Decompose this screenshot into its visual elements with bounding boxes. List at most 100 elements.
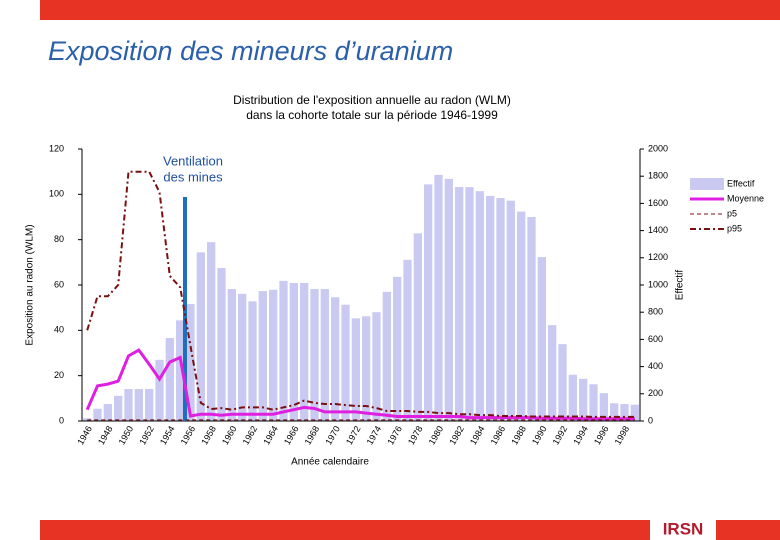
bar bbox=[310, 289, 319, 421]
x-tick-label: 1988 bbox=[509, 424, 528, 446]
y-tick-label: 80 bbox=[54, 234, 64, 244]
bar bbox=[114, 395, 123, 421]
x-tick-label: 1950 bbox=[117, 424, 136, 446]
bar bbox=[579, 378, 588, 421]
bar bbox=[506, 200, 515, 421]
bar bbox=[207, 242, 216, 421]
bar bbox=[403, 259, 412, 421]
bar bbox=[630, 404, 639, 421]
bar bbox=[548, 325, 557, 421]
slide-title: Exposition des mineurs d’uranium bbox=[48, 36, 453, 66]
bar bbox=[496, 197, 505, 421]
y2-tick-label: 600 bbox=[648, 334, 663, 344]
top-band bbox=[40, 0, 780, 20]
x-tick-label: 1962 bbox=[241, 424, 260, 446]
y-tick-label: 60 bbox=[54, 279, 64, 289]
bar bbox=[248, 301, 257, 421]
bar bbox=[93, 408, 102, 421]
bar bbox=[227, 289, 236, 421]
bar bbox=[196, 252, 205, 421]
logo-box bbox=[650, 516, 716, 540]
bar bbox=[83, 418, 92, 421]
x-tick-label: 1986 bbox=[489, 424, 508, 446]
bar bbox=[289, 282, 298, 421]
chart-title: Distribution de l'exposition annuelle au… bbox=[233, 93, 511, 107]
bar bbox=[517, 211, 526, 421]
bar bbox=[620, 404, 629, 421]
x-tick-label: 1976 bbox=[385, 424, 404, 446]
bar bbox=[424, 184, 433, 421]
bar bbox=[145, 389, 154, 421]
x-tick-label: 1978 bbox=[406, 424, 425, 446]
line-series bbox=[85, 348, 635, 421]
x-axis-label: Année calendaire bbox=[291, 457, 369, 468]
y2-tick-label: 1200 bbox=[648, 252, 668, 262]
x-tick-label: 1974 bbox=[365, 424, 384, 446]
bar bbox=[300, 282, 309, 421]
x-tick-label: 1984 bbox=[468, 424, 487, 446]
bar bbox=[599, 393, 608, 421]
x-tick-label: 1954 bbox=[158, 424, 177, 446]
bar bbox=[589, 384, 598, 421]
bar bbox=[279, 280, 288, 421]
bar bbox=[537, 257, 546, 421]
bar bbox=[568, 374, 577, 421]
x-tick-label: 1956 bbox=[179, 424, 198, 446]
bar bbox=[610, 403, 619, 421]
bar bbox=[434, 174, 443, 421]
y-tick-label: 20 bbox=[54, 370, 64, 380]
bar bbox=[351, 318, 360, 421]
x-tick-label: 1990 bbox=[530, 424, 549, 446]
bar bbox=[320, 289, 329, 421]
y2-tick-label: 1800 bbox=[648, 171, 668, 181]
y2-tick-label: 400 bbox=[648, 361, 663, 371]
x-tick-label: 1958 bbox=[199, 424, 218, 446]
x-tick-label: 1994 bbox=[571, 424, 590, 446]
x-tick-label: 1980 bbox=[427, 424, 446, 446]
y2-tick-label: 0 bbox=[648, 415, 653, 425]
logo: IRSN bbox=[663, 519, 704, 538]
bar bbox=[382, 291, 391, 421]
legend-swatch bbox=[690, 178, 724, 190]
x-tick-label: 1970 bbox=[323, 424, 342, 446]
bar bbox=[176, 320, 185, 421]
bar bbox=[455, 187, 464, 421]
x-tick-label: 1998 bbox=[613, 424, 632, 446]
x-tick-label: 1968 bbox=[303, 424, 322, 446]
bar bbox=[465, 187, 474, 421]
bar bbox=[269, 289, 278, 421]
y2-tick-label: 1400 bbox=[648, 225, 668, 235]
bar bbox=[258, 291, 267, 421]
y-tick-label: 100 bbox=[49, 189, 64, 199]
bar bbox=[558, 344, 567, 421]
bar bbox=[155, 359, 164, 421]
y-tick-label: 120 bbox=[49, 143, 64, 153]
x-tick-label: 1996 bbox=[592, 424, 611, 446]
bar bbox=[124, 389, 133, 421]
bar bbox=[165, 338, 174, 421]
y2-tick-label: 1000 bbox=[648, 279, 668, 289]
y2-axis-label: Effectif bbox=[675, 270, 686, 301]
bar bbox=[475, 191, 484, 421]
legend-label: Effectif bbox=[727, 178, 755, 188]
legend-label: Moyenne bbox=[727, 193, 764, 203]
y2-tick-label: 200 bbox=[648, 388, 663, 398]
annotation: des mines bbox=[163, 169, 223, 184]
bar bbox=[413, 233, 422, 421]
bar bbox=[103, 404, 112, 421]
y2-tick-label: 2000 bbox=[648, 143, 668, 153]
legend-label: p5 bbox=[727, 208, 737, 218]
bar bbox=[186, 304, 195, 421]
x-tick-label: 1972 bbox=[344, 424, 363, 446]
y2-tick-label: 800 bbox=[648, 307, 663, 317]
x-tick-label: 1952 bbox=[137, 424, 156, 446]
x-tick-label: 1982 bbox=[447, 424, 466, 446]
x-tick-label: 1946 bbox=[75, 424, 94, 446]
x-tick-label: 1960 bbox=[220, 424, 239, 446]
bar bbox=[362, 316, 371, 421]
chart-title: dans la cohorte totale sur la période 19… bbox=[246, 108, 498, 122]
bar bbox=[486, 195, 495, 421]
y-tick-label: 40 bbox=[54, 325, 64, 335]
y2-tick-label: 1600 bbox=[648, 198, 668, 208]
